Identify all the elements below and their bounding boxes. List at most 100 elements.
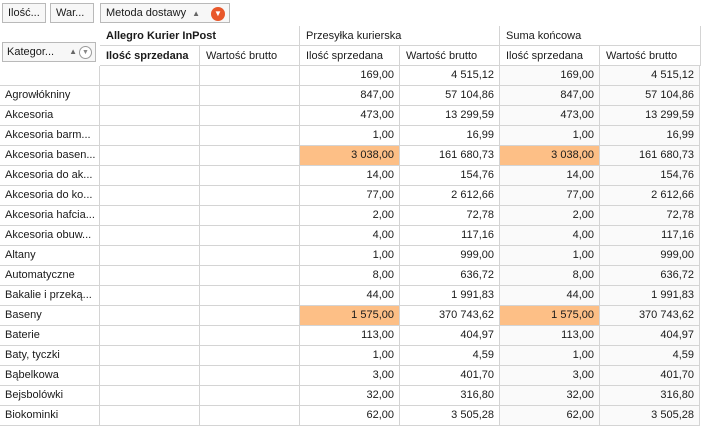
value-cell[interactable]: 404,97 (600, 326, 700, 346)
value-cell[interactable] (200, 206, 300, 226)
row-header-cell[interactable]: Akcesoria (0, 106, 100, 126)
value-cell[interactable] (100, 146, 200, 166)
sort-asc-icon[interactable]: ▲ (192, 9, 201, 18)
value-cell[interactable]: 154,76 (600, 166, 700, 186)
value-cell[interactable]: 2 612,66 (400, 186, 500, 206)
row-header-cell[interactable]: Automatyczne (0, 266, 100, 286)
value-cell[interactable]: 8,00 (500, 266, 600, 286)
value-cell[interactable] (200, 306, 300, 326)
value-cell[interactable]: 77,00 (300, 186, 400, 206)
value-cell[interactable]: 999,00 (400, 246, 500, 266)
value-cell[interactable] (200, 86, 300, 106)
value-cell[interactable]: 2 612,66 (600, 186, 700, 206)
value-cell[interactable]: 847,00 (500, 86, 600, 106)
value-cell[interactable]: 4,59 (400, 346, 500, 366)
value-cell[interactable]: 1 575,00 (300, 306, 400, 326)
column-field-delivery-method-chip[interactable]: Metoda dostawy ▲ ▼ (100, 3, 230, 23)
row-field-category-chip[interactable]: Kategor... ▲ ▼ (2, 42, 96, 62)
value-cell[interactable] (100, 286, 200, 306)
value-cell[interactable] (200, 366, 300, 386)
value-cell[interactable]: 113,00 (500, 326, 600, 346)
value-cell[interactable] (200, 266, 300, 286)
value-cell[interactable]: 1,00 (300, 126, 400, 146)
value-cell[interactable]: 2,00 (500, 206, 600, 226)
value-cell[interactable] (100, 386, 200, 406)
row-header-cell[interactable]: Baterie (0, 326, 100, 346)
value-cell[interactable] (200, 386, 300, 406)
value-cell[interactable]: 4,00 (300, 226, 400, 246)
value-cell[interactable]: 636,72 (600, 266, 700, 286)
data-field-quantity-chip[interactable]: Ilość... (2, 3, 46, 23)
value-cell[interactable] (100, 226, 200, 246)
row-header-cell[interactable]: Baseny (0, 306, 100, 326)
sort-asc-icon[interactable]: ▲ (69, 47, 77, 56)
row-header-cell[interactable]: Akcesoria basen... (0, 146, 100, 166)
row-header-cell[interactable]: Akcesoria obuw... (0, 226, 100, 246)
row-header-cell[interactable]: Bejsbolówki (0, 386, 100, 406)
row-header-cell[interactable]: Baty, tyczki (0, 346, 100, 366)
value-cell[interactable]: 169,00 (500, 66, 600, 86)
value-cell[interactable]: 3,00 (300, 366, 400, 386)
value-cell[interactable]: 1,00 (300, 246, 400, 266)
value-cell[interactable]: 999,00 (600, 246, 700, 266)
row-header-cell[interactable] (0, 66, 100, 86)
value-cell[interactable]: 1 991,83 (400, 286, 500, 306)
row-header-cell[interactable]: Agrowłókniny (0, 86, 100, 106)
value-cell[interactable]: 8,00 (300, 266, 400, 286)
value-cell[interactable]: 32,00 (300, 386, 400, 406)
value-cell[interactable]: 3 505,28 (600, 406, 700, 426)
value-cell[interactable] (200, 66, 300, 86)
value-cell[interactable]: 473,00 (300, 106, 400, 126)
value-cell[interactable] (100, 166, 200, 186)
value-cell[interactable]: 1,00 (500, 126, 600, 146)
value-cell[interactable]: 62,00 (300, 406, 400, 426)
value-cell[interactable]: 316,80 (600, 386, 700, 406)
value-cell[interactable] (100, 126, 200, 146)
value-cell[interactable] (200, 166, 300, 186)
value-cell[interactable] (100, 86, 200, 106)
filter-active-icon[interactable]: ▼ (211, 7, 225, 21)
value-cell[interactable] (200, 406, 300, 426)
value-cell[interactable]: 401,70 (400, 366, 500, 386)
value-cell[interactable]: 16,99 (600, 126, 700, 146)
value-cell[interactable]: 401,70 (600, 366, 700, 386)
value-cell[interactable]: 1 991,83 (600, 286, 700, 306)
value-cell[interactable] (200, 226, 300, 246)
value-cell[interactable]: 636,72 (400, 266, 500, 286)
value-cell[interactable] (200, 246, 300, 266)
value-cell[interactable]: 3 038,00 (500, 146, 600, 166)
value-cell[interactable]: 316,80 (400, 386, 500, 406)
value-cell[interactable]: 13 299,59 (400, 106, 500, 126)
value-cell[interactable] (100, 106, 200, 126)
value-cell[interactable]: 161 680,73 (600, 146, 700, 166)
value-cell[interactable] (200, 126, 300, 146)
value-cell[interactable]: 57 104,86 (600, 86, 700, 106)
value-cell[interactable]: 1 575,00 (500, 306, 600, 326)
row-header-cell[interactable]: Biokominki (0, 406, 100, 426)
value-cell[interactable]: 4 515,12 (400, 66, 500, 86)
value-cell[interactable]: 14,00 (300, 166, 400, 186)
value-cell[interactable]: 16,99 (400, 126, 500, 146)
value-cell[interactable] (200, 346, 300, 366)
row-header-cell[interactable]: Akcesoria hafcia... (0, 206, 100, 226)
value-cell[interactable] (200, 186, 300, 206)
value-cell[interactable] (100, 326, 200, 346)
value-cell[interactable]: 3 505,28 (400, 406, 500, 426)
value-cell[interactable]: 117,16 (400, 226, 500, 246)
value-cell[interactable] (100, 186, 200, 206)
value-cell[interactable] (200, 146, 300, 166)
value-cell[interactable]: 847,00 (300, 86, 400, 106)
row-header-cell[interactable]: Akcesoria barm... (0, 126, 100, 146)
column-group-allegro-kurier-inpost[interactable]: Allegro Kurier InPost (100, 26, 300, 46)
value-cell[interactable]: 4 515,12 (600, 66, 700, 86)
value-cell[interactable]: 13 299,59 (600, 106, 700, 126)
value-cell[interactable]: 62,00 (500, 406, 600, 426)
row-header-cell[interactable]: Bakalie i przeką... (0, 286, 100, 306)
value-cell[interactable] (100, 266, 200, 286)
data-field-value-chip[interactable]: War... (50, 3, 94, 23)
value-cell[interactable] (100, 366, 200, 386)
value-cell[interactable]: 169,00 (300, 66, 400, 86)
value-cell[interactable]: 370 743,62 (600, 306, 700, 326)
column-group-przesylka-kurierska[interactable]: Przesyłka kurierska (300, 26, 500, 46)
filter-icon[interactable]: ▼ (79, 46, 92, 59)
